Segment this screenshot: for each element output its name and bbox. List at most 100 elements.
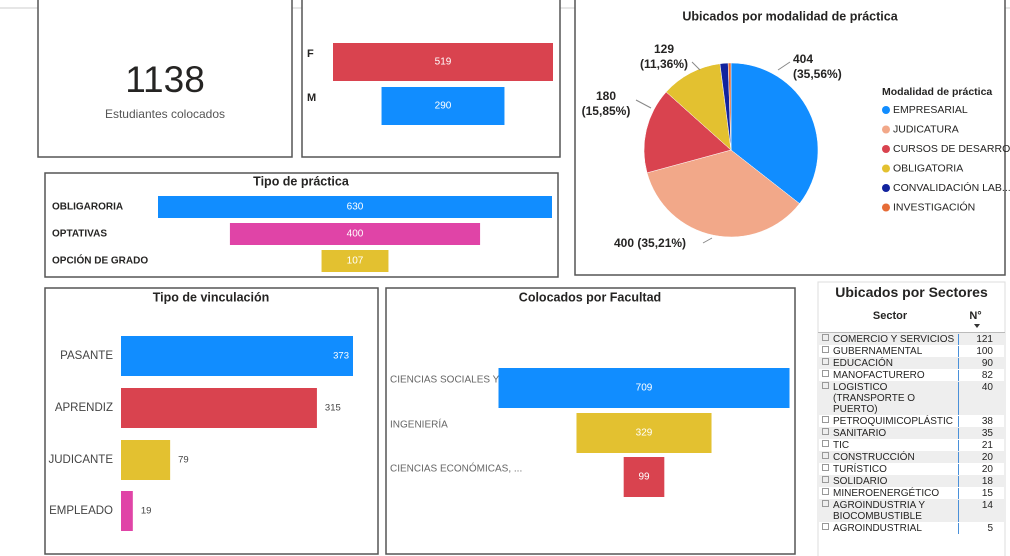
value-label: 19 [141,506,152,517]
legend-marker [882,203,890,212]
cell-value: 21 [958,439,996,451]
funnel-bar [623,457,665,497]
legend-label: CONVALIDACIÓN LAB... [893,181,1010,194]
cell: AGROINDUSTRIA Y BIOCOMBUSTIBLE [818,499,958,522]
leader-line [702,237,713,244]
cell-value: 20 [958,451,996,463]
kpi-value: 1138 [125,59,205,100]
sector-name: MANOFACTURERO [833,369,925,381]
sector-name: TURÍSTICO [833,463,887,475]
pie-slice [646,149,800,238]
expand-icon[interactable] [822,345,829,353]
sector-name: LOGISTICO (TRANSPORTE O PUERTO) [833,381,916,415]
cell-value: 90 [958,357,996,369]
sector-name: TIC [833,439,850,451]
table-row: CONSTRUCCIÓN 20 [818,451,1005,463]
legend-title: Modalidad de práctica [882,86,992,98]
cell: CONSTRUCCIÓN [818,451,958,463]
cell-value: 121 [958,333,996,345]
category-label: M [307,92,316,104]
value-label: 630 [347,202,364,213]
legend-label: JUDICATURA [893,123,959,135]
category-label: EMPLEADO [49,505,113,517]
cell: LOGISTICO (TRANSPORTE O PUERTO) [818,381,958,415]
leader-line [777,61,791,71]
table-header: Sector N° [818,304,1005,333]
pie-slice [730,62,819,204]
data-label: 129 (11,36%) [639,42,689,71]
cell: PETROQUIMICOPLÁSTIC [818,415,958,427]
expand-icon[interactable] [822,369,829,377]
sector-name: SOLIDARIO [833,475,888,487]
expand-icon[interactable] [822,333,829,341]
table-title: Ubicados por Sectores [835,284,988,300]
bar [121,336,353,376]
funnel-bar [333,43,553,81]
sector-name: AGROINDUSTRIA Y BIOCOMBUSTIBLE [833,499,925,522]
table-row: TURÍSTICO 20 [818,463,1005,475]
legend-label: INVESTIGACIÓN [893,200,975,213]
sector-name: AGROINDUSTRIAL [833,522,922,534]
cell: TIC [818,439,958,451]
cell: SOLIDARIO [818,475,958,487]
sector-name: EDUCACIÓN [833,357,894,369]
funnel-bar [158,196,552,218]
sector-name: CONSTRUCCIÓN [833,451,915,463]
leader-line [635,99,652,109]
cell: GUBERNAMENTAL [818,345,958,357]
bar [121,440,171,480]
cell: MINEROENERGÉTICO [818,487,958,499]
kpi-label: Estudiantes colocados [105,107,225,121]
sector-table: Ubicados por Sectores Sector N° COMERCIO… [818,282,1005,556]
legend-label: EMPRESARIAL [893,104,968,116]
sector-name: SANITARIO [833,427,887,439]
table-row: AGROINDUSTRIA Y BIOCOMBUSTIBLE 14 [818,499,1005,522]
category-label: PASANTE [60,350,113,362]
data-label: 400 (35,21%) [614,236,687,250]
funnel-bar [498,368,790,408]
table-row: LOGISTICO (TRANSPORTE O PUERTO) 40 [818,381,1005,415]
legend-marker [882,164,890,173]
data-label: 404 (35,56%) [793,52,842,81]
column-header[interactable]: N° [958,304,996,332]
expand-icon[interactable] [822,475,829,483]
table-row: SANITARIO 35 [818,427,1005,439]
legend-label: CURSOS DE DESARROL... [893,143,1010,155]
expand-icon[interactable] [822,427,829,435]
category-label: OPCIÓN DE GRADO [52,254,148,267]
chart-title: Tipo de práctica [253,174,350,188]
expand-icon[interactable] [822,439,829,447]
table-row: SOLIDARIO 18 [818,475,1005,487]
table-row: COMERCIO Y SERVICIOS 121 [818,333,1005,345]
chart-title: Ubicados por modalidad de práctica [682,9,898,23]
expand-icon[interactable] [822,487,829,495]
table-row: MINEROENERGÉTICO 15 [818,487,1005,499]
expand-icon[interactable] [822,499,829,507]
expand-icon[interactable] [822,357,829,365]
kpi-card [37,0,293,158]
cell: MANOFACTURERO [818,369,958,381]
cell-value: 82 [958,369,996,381]
value-label: 107 [347,256,364,267]
expand-icon[interactable] [822,463,829,471]
sector-name: PETROQUIMICOPLÁSTIC [833,415,954,427]
legend-marker [882,125,890,134]
sector-name: MINEROENERGÉTICO [833,487,940,499]
column-header: Sector [872,310,908,322]
value-label: 400 [347,229,364,240]
legend-marker [882,106,890,114]
expand-icon[interactable] [822,522,829,530]
expand-icon[interactable] [822,415,829,423]
chart-title: Tipo de vinculación [153,290,269,304]
value-label: 519 [435,57,452,68]
chart-title: Colocados por Facultad [519,290,661,304]
category-label: OPTATIVAS [52,229,107,240]
expand-icon[interactable] [822,451,829,459]
pie-slice [643,91,732,174]
cell-value: 38 [958,415,996,427]
table-row: MANOFACTURERO 82 [818,369,1005,381]
sector-name: GUBERNAMENTAL [833,345,923,357]
expand-icon[interactable] [822,381,829,389]
legend-marker [882,145,890,153]
